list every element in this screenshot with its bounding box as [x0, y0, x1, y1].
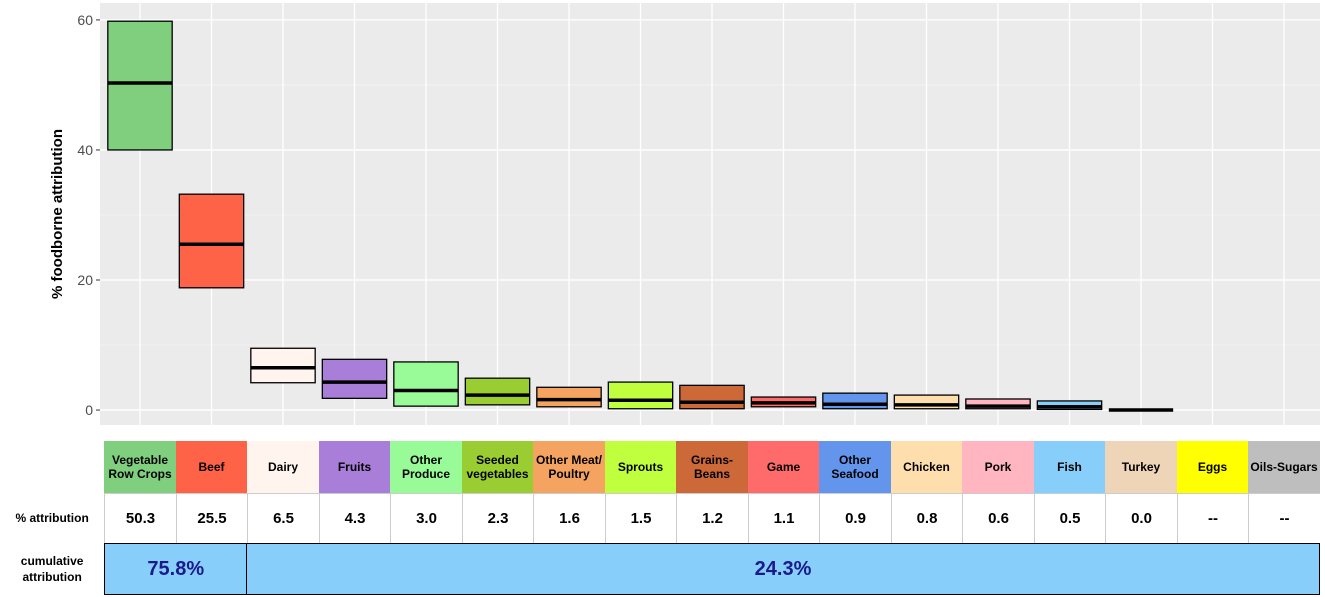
- attribution-value: 1.1: [747, 493, 820, 543]
- attribution-value: 25.5: [175, 493, 248, 543]
- attribution-value: 1.5: [604, 493, 677, 543]
- category-header: Fish: [1033, 441, 1106, 493]
- category-header: Other Meat/ Poultry: [533, 441, 605, 493]
- box: [965, 398, 1031, 410]
- box: [464, 377, 531, 406]
- row-label: % attribution: [15, 511, 89, 525]
- y-axis-title: % foodborne attribution: [49, 129, 66, 299]
- attribution-value: --: [1248, 493, 1320, 543]
- box: [393, 361, 459, 407]
- category-header: Pork: [962, 441, 1034, 493]
- attribution-value: 1.6: [533, 493, 605, 543]
- y-tick-label: 60: [77, 12, 93, 28]
- box: [250, 347, 316, 384]
- attribution-value: 2.3: [461, 493, 534, 543]
- box: [321, 358, 388, 399]
- box: [822, 392, 888, 410]
- category-header: Sprouts: [604, 441, 677, 493]
- category-header: Beef: [175, 441, 248, 493]
- attribution-value: --: [1176, 493, 1249, 543]
- box: [536, 386, 602, 408]
- attribution-value: 1.2: [676, 493, 748, 543]
- category-header: Turkey: [1105, 441, 1177, 493]
- y-tick-label: 20: [77, 272, 93, 288]
- category-header: Chicken: [890, 441, 963, 493]
- cumulative-cell: 24.3%: [247, 543, 1320, 595]
- category-header: Other Produce: [390, 441, 462, 493]
- attribution-value: 3.0: [390, 493, 462, 543]
- box: [107, 20, 173, 151]
- attribution-value: 0.6: [962, 493, 1034, 543]
- chart: % foodborne attribution 0 20 40 60: [49, 3, 1320, 425]
- row-label: cumulative attribution: [20, 554, 84, 584]
- attribution-value: 4.3: [318, 493, 391, 543]
- category-header: Fruits: [318, 441, 391, 493]
- box: [679, 384, 745, 410]
- attribution-value: 0.5: [1033, 493, 1106, 543]
- attribution-value: 0.0: [1105, 493, 1177, 543]
- category-header: Vegetable Row Crops: [104, 441, 176, 493]
- attribution-value: 0.9: [819, 493, 891, 543]
- box: [178, 193, 245, 289]
- y-tick-label: 0: [85, 402, 93, 418]
- category-header: Game: [747, 441, 820, 493]
- box: [893, 394, 960, 410]
- box: [607, 381, 674, 410]
- category-header: Other Seafood: [819, 441, 891, 493]
- category-header: Seeded vegetables: [461, 441, 534, 493]
- category-header: Dairy: [247, 441, 319, 493]
- category-header: Oils-Sugars: [1248, 441, 1320, 493]
- attribution-value: 50.3: [104, 493, 176, 543]
- attribution-value: 0.8: [890, 493, 963, 543]
- category-header: Grains-Beans: [676, 441, 748, 493]
- y-tick-label: 40: [77, 142, 93, 158]
- attribution-value: 6.5: [247, 493, 319, 543]
- cumulative-cell: 75.8%: [104, 543, 248, 595]
- category-header: Eggs: [1176, 441, 1249, 493]
